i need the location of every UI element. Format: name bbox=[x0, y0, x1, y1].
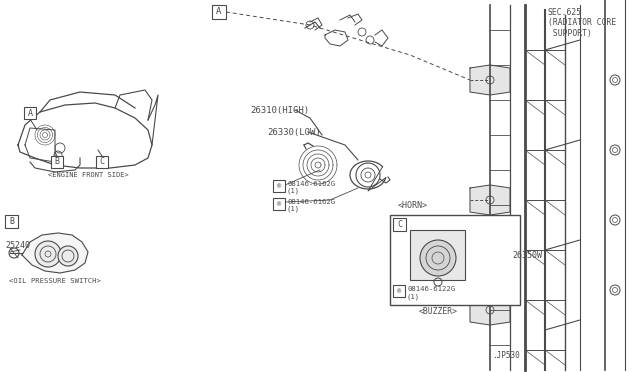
Circle shape bbox=[35, 241, 61, 267]
Text: 08146-6122G
(1): 08146-6122G (1) bbox=[407, 286, 455, 299]
Text: A: A bbox=[216, 7, 221, 16]
Text: <ENGINE FRONT SIDE>: <ENGINE FRONT SIDE> bbox=[47, 172, 129, 178]
Text: 08146-6162G
(1): 08146-6162G (1) bbox=[287, 181, 335, 195]
Text: SEC.625
(RADIATOR CORE
 SUPPORT): SEC.625 (RADIATOR CORE SUPPORT) bbox=[548, 8, 616, 38]
Bar bbox=[51, 156, 63, 168]
Bar bbox=[24, 107, 36, 119]
Bar bbox=[410, 230, 465, 280]
Polygon shape bbox=[470, 295, 510, 325]
Text: <BUZZER>: <BUZZER> bbox=[419, 307, 458, 316]
Bar bbox=[96, 156, 108, 168]
Bar bbox=[273, 180, 285, 192]
Text: B: B bbox=[54, 157, 60, 167]
Bar bbox=[393, 285, 405, 297]
Text: <OIL PRESSURE SWITCH>: <OIL PRESSURE SWITCH> bbox=[9, 278, 101, 284]
Bar bbox=[390, 215, 520, 305]
Circle shape bbox=[420, 240, 456, 276]
Text: C: C bbox=[397, 220, 402, 229]
Text: B: B bbox=[9, 217, 14, 226]
Text: 08146-6162G
(1): 08146-6162G (1) bbox=[287, 199, 335, 212]
Text: A: A bbox=[28, 109, 33, 118]
Text: .JP530: .JP530 bbox=[492, 351, 520, 360]
Text: ®: ® bbox=[277, 183, 281, 189]
Polygon shape bbox=[470, 65, 510, 95]
Text: ®: ® bbox=[277, 201, 281, 207]
Polygon shape bbox=[470, 185, 510, 215]
Bar bbox=[212, 5, 226, 19]
Text: 26310(HIGH): 26310(HIGH) bbox=[250, 106, 309, 115]
Polygon shape bbox=[22, 233, 88, 273]
Bar bbox=[5, 215, 18, 228]
Text: 25240: 25240 bbox=[5, 241, 30, 250]
Text: ®: ® bbox=[397, 288, 401, 294]
Text: C: C bbox=[99, 157, 104, 167]
Text: <HORN>: <HORN> bbox=[398, 201, 428, 210]
Bar bbox=[393, 218, 406, 231]
Bar bbox=[273, 198, 285, 210]
Text: 26350W: 26350W bbox=[512, 250, 542, 260]
Text: 26330(LOW): 26330(LOW) bbox=[267, 128, 321, 137]
Circle shape bbox=[58, 246, 78, 266]
